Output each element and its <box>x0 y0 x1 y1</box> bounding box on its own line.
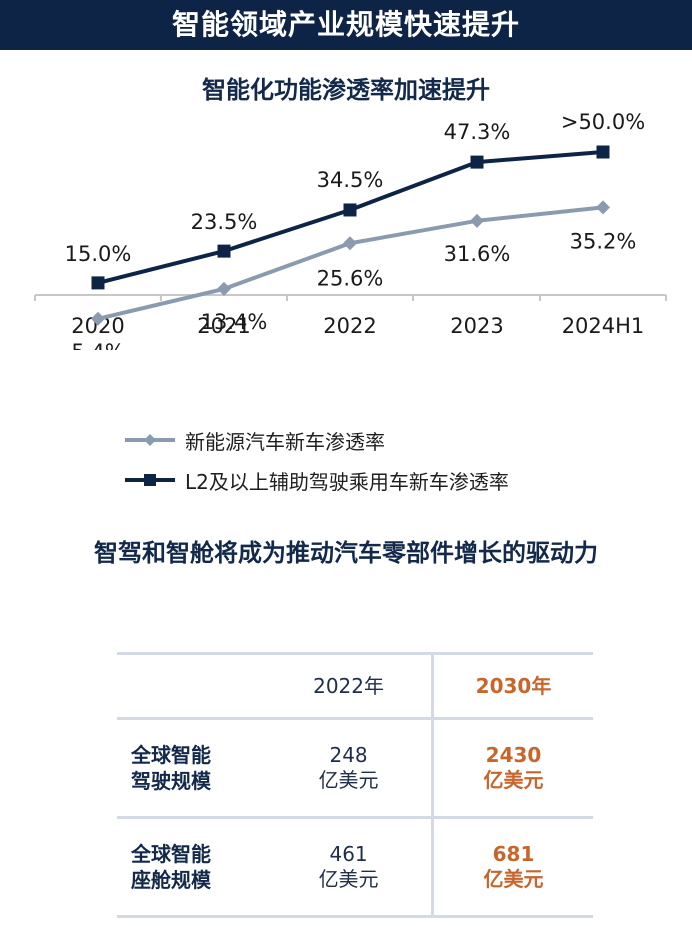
page-banner: 智能领域产业规模快速提升 <box>0 0 692 50</box>
data-point-marker <box>217 244 231 258</box>
row-label-line: 座舱规模 <box>131 868 211 892</box>
value-number: 2430 <box>485 743 542 767</box>
table-row: 全球智能 座舱规模 461 亿美元 681 亿美元 <box>117 816 593 918</box>
table-header-row: 2022年 2030年 <box>117 652 593 717</box>
value-2022-cell: 461 亿美元 <box>266 819 431 915</box>
data-point-marker <box>470 213 484 228</box>
value-2022-cell: 248 亿美元 <box>266 720 431 816</box>
square-marker-icon <box>125 474 175 486</box>
data-point-marker <box>343 236 357 251</box>
value-2030-cell: 681 亿美元 <box>431 819 593 915</box>
legend-label-l2: L2及以上辅助驾驶乘用车新车渗透率 <box>185 469 509 494</box>
diamond-marker-icon <box>125 434 175 446</box>
row-label-cell: 全球智能 座舱规模 <box>117 819 266 915</box>
data-point-marker <box>217 281 231 296</box>
data-label: >50.0% <box>561 110 645 134</box>
value-unit: 亿美元 <box>483 768 544 792</box>
data-label: 5.4% <box>71 340 124 350</box>
section-title: 智驾和智舱将成为推动汽车零部件增长的驱动力 <box>94 539 598 567</box>
row-label-cell: 全球智能 驾驶规模 <box>117 720 266 816</box>
data-label: 47.3% <box>444 120 511 144</box>
data-point-marker <box>91 311 105 326</box>
chart-title: 智能化功能渗透率加速提升 <box>202 76 490 104</box>
value-number: 248 <box>329 743 368 767</box>
line-chart: 20202021202220232024H15.4%13.4%25.6%31.6… <box>34 110 667 350</box>
data-label: 25.6% <box>317 266 384 290</box>
data-label: 31.6% <box>444 242 511 266</box>
data-label: 34.5% <box>317 168 384 192</box>
table-header-cell-empty <box>117 655 266 717</box>
value-number: 461 <box>329 842 368 866</box>
value-2030-cell: 2430 亿美元 <box>431 720 593 816</box>
data-point-marker <box>470 155 484 169</box>
data-label: 23.5% <box>191 210 258 234</box>
data-point-marker <box>596 145 610 159</box>
x-tick-label: 2024H1 <box>562 314 645 338</box>
value-number: 681 <box>492 842 535 866</box>
chart-legend: 新能源汽车新车渗透率 L2及以上辅助驾驶乘用车新车渗透率 <box>125 420 509 500</box>
data-point-marker <box>596 200 610 215</box>
legend-label-nev: 新能源汽车新车渗透率 <box>185 429 385 454</box>
data-label: 13.4% <box>201 310 268 334</box>
table-header-2022: 2022年 <box>313 673 385 698</box>
data-label: 35.2% <box>570 229 637 253</box>
value-unit: 亿美元 <box>318 867 379 891</box>
x-tick-label: 2023 <box>450 314 503 338</box>
data-point-marker <box>343 203 357 217</box>
value-unit: 亿美元 <box>483 867 544 891</box>
legend-item-nev: 新能源汽车新车渗透率 <box>125 420 509 460</box>
table-header-2030: 2030年 <box>431 655 593 717</box>
x-tick-label: 2021 <box>197 314 250 338</box>
x-tick-label: 2022 <box>323 314 376 338</box>
row-label-line: 全球智能 <box>131 842 211 866</box>
market-size-table: 2022年 2030年 全球智能 驾驶规模 248 亿美元 2430 亿美元 全… <box>117 652 593 918</box>
table-row: 全球智能 驾驶规模 248 亿美元 2430 亿美元 <box>117 717 593 816</box>
row-label-line: 全球智能 <box>131 743 211 767</box>
row-label-line: 驾驶规模 <box>131 769 211 793</box>
legend-item-l2: L2及以上辅助驾驶乘用车新车渗透率 <box>125 460 509 500</box>
data-point-marker <box>91 276 105 290</box>
data-label: 15.0% <box>65 242 132 266</box>
value-unit: 亿美元 <box>318 768 379 792</box>
